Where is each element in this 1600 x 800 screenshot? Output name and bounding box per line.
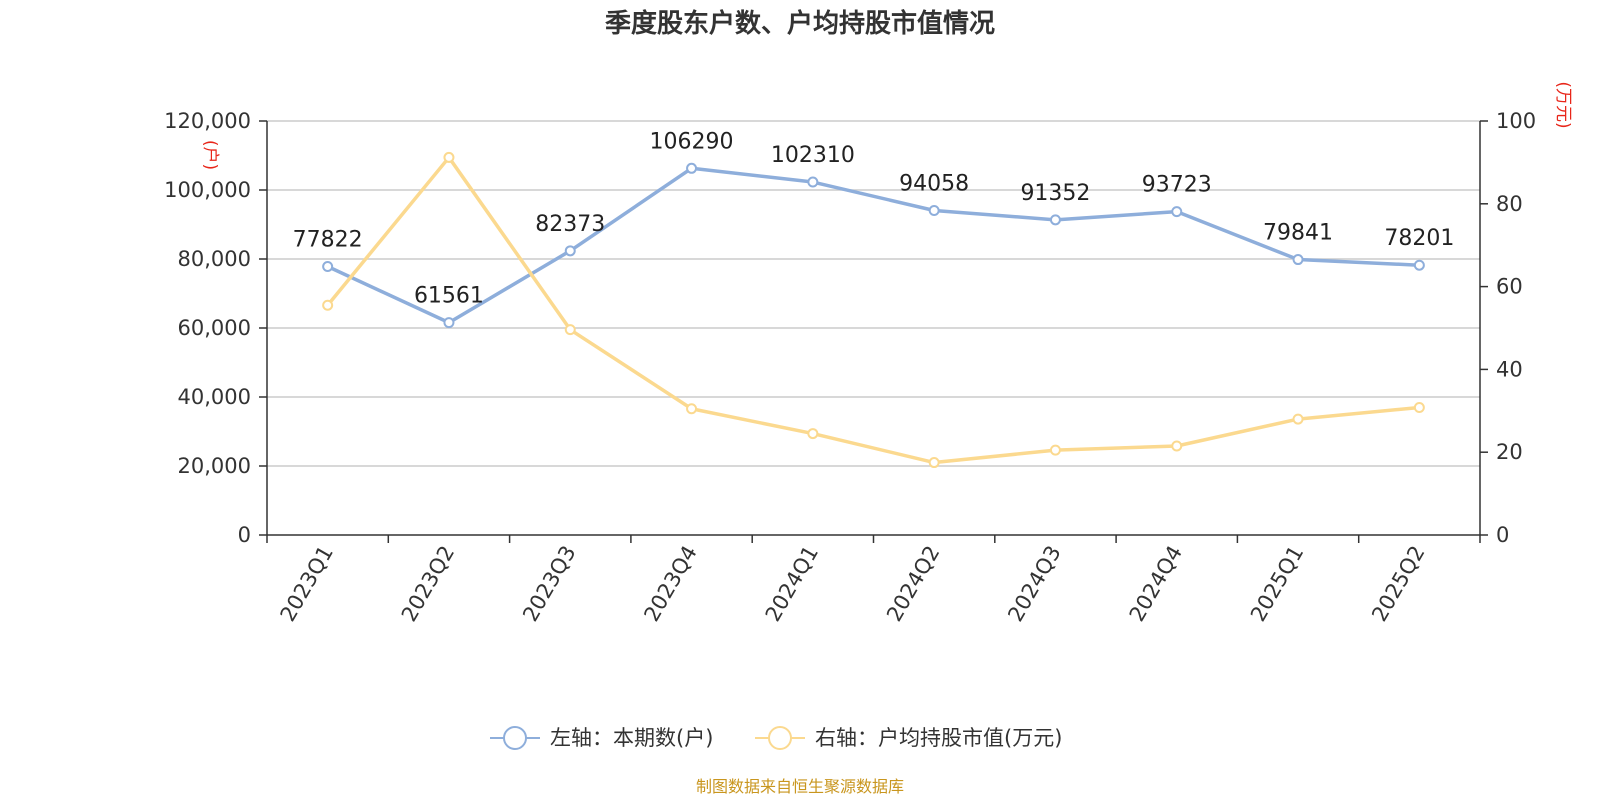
data-labels: 77822 61561 82373 106290 102310 94058 91352 937… [293,129,1455,308]
data-point-left[interactable] [1413,259,1425,271]
data-point-left[interactable] [564,245,576,257]
left-tick-label: 40,000 [178,385,251,409]
x-tick-label: 2023Q1 [276,542,338,626]
data-point-right[interactable] [322,299,334,311]
data-label: 79841 [1263,221,1333,246]
axes: 0 20,000 40,000 60,000 80,000 100,000 120,000 0… [164,109,1536,626]
data-point-right[interactable] [1413,401,1425,413]
legend[interactable]: 左轴：本期数(户) 右轴：户均持股市值(万元) [490,726,1062,750]
data-point-right[interactable] [1171,440,1183,452]
x-tick-label: 2024Q1 [761,542,823,626]
x-tick-label: 2024Q4 [1125,542,1187,626]
right-tick-label: 80 [1496,192,1523,216]
x-tick-label: 2023Q3 [518,542,580,626]
left-tick-label: 20,000 [178,454,251,478]
grid-lines [267,120,1480,467]
legend-swatch-marker[interactable] [768,726,792,750]
left-tick-label: 60,000 [178,316,251,340]
data-source-note: 制图数据来自恒生聚源数据库 [696,777,904,796]
x-tick-label: 2024Q3 [1003,542,1065,626]
x-tick-label: 2025Q2 [1367,542,1429,626]
series-line-right [325,155,1422,465]
right-tick-label: 40 [1496,357,1523,381]
data-point-left[interactable] [928,204,940,216]
left-tick-label: 0 [238,523,251,547]
left-tick-label: 120,000 [164,109,251,133]
data-point-left[interactable] [686,162,698,174]
data-point-right[interactable] [1292,413,1304,425]
right-axis-unit: (万元) [1553,81,1573,128]
data-point-right[interactable] [564,324,576,336]
series-layer [322,151,1425,469]
data-point-right[interactable] [1049,444,1061,456]
data-label: 61561 [414,284,484,309]
data-point-right[interactable] [928,457,940,469]
data-label: 106290 [650,129,734,154]
data-label: 78201 [1384,226,1454,251]
legend-item-label[interactable]: 右轴：户均持股市值(万元) [815,726,1062,750]
right-tick-label: 20 [1496,440,1523,464]
data-point-left[interactable] [1049,214,1061,226]
x-tick-label: 2023Q2 [397,542,459,626]
data-point-right[interactable] [443,151,455,163]
x-tick-label: 2024Q2 [882,542,944,626]
data-label: 82373 [535,212,605,237]
right-tick-label: 60 [1496,275,1523,299]
legend-item-label[interactable]: 左轴：本期数(户) [550,726,713,750]
chart-title: 季度股东户数、户均持股市值情况 [605,8,995,39]
data-label: 94058 [899,171,969,196]
series-line-left [325,166,1422,325]
legend-swatch-marker[interactable] [503,726,527,750]
data-label: 93723 [1142,173,1212,198]
left-axis-unit: (户) [200,140,220,170]
data-point-right[interactable] [807,428,819,440]
data-point-left[interactable] [322,261,334,273]
data-point-left[interactable] [1292,254,1304,266]
data-point-left[interactable] [443,317,455,329]
data-label: 77822 [293,228,363,253]
left-tick-label: 80,000 [178,247,251,271]
left-tick-label: 100,000 [164,178,251,202]
data-label: 102310 [771,143,855,168]
x-tick-label: 2023Q4 [639,542,701,626]
data-point-left[interactable] [807,176,819,188]
right-tick-label: 0 [1496,523,1509,547]
right-tick-label: 100 [1496,109,1536,133]
data-point-right[interactable] [686,403,698,415]
data-point-left[interactable] [1171,206,1183,218]
x-tick-label: 2025Q1 [1246,542,1308,626]
data-label: 91352 [1020,181,1090,206]
